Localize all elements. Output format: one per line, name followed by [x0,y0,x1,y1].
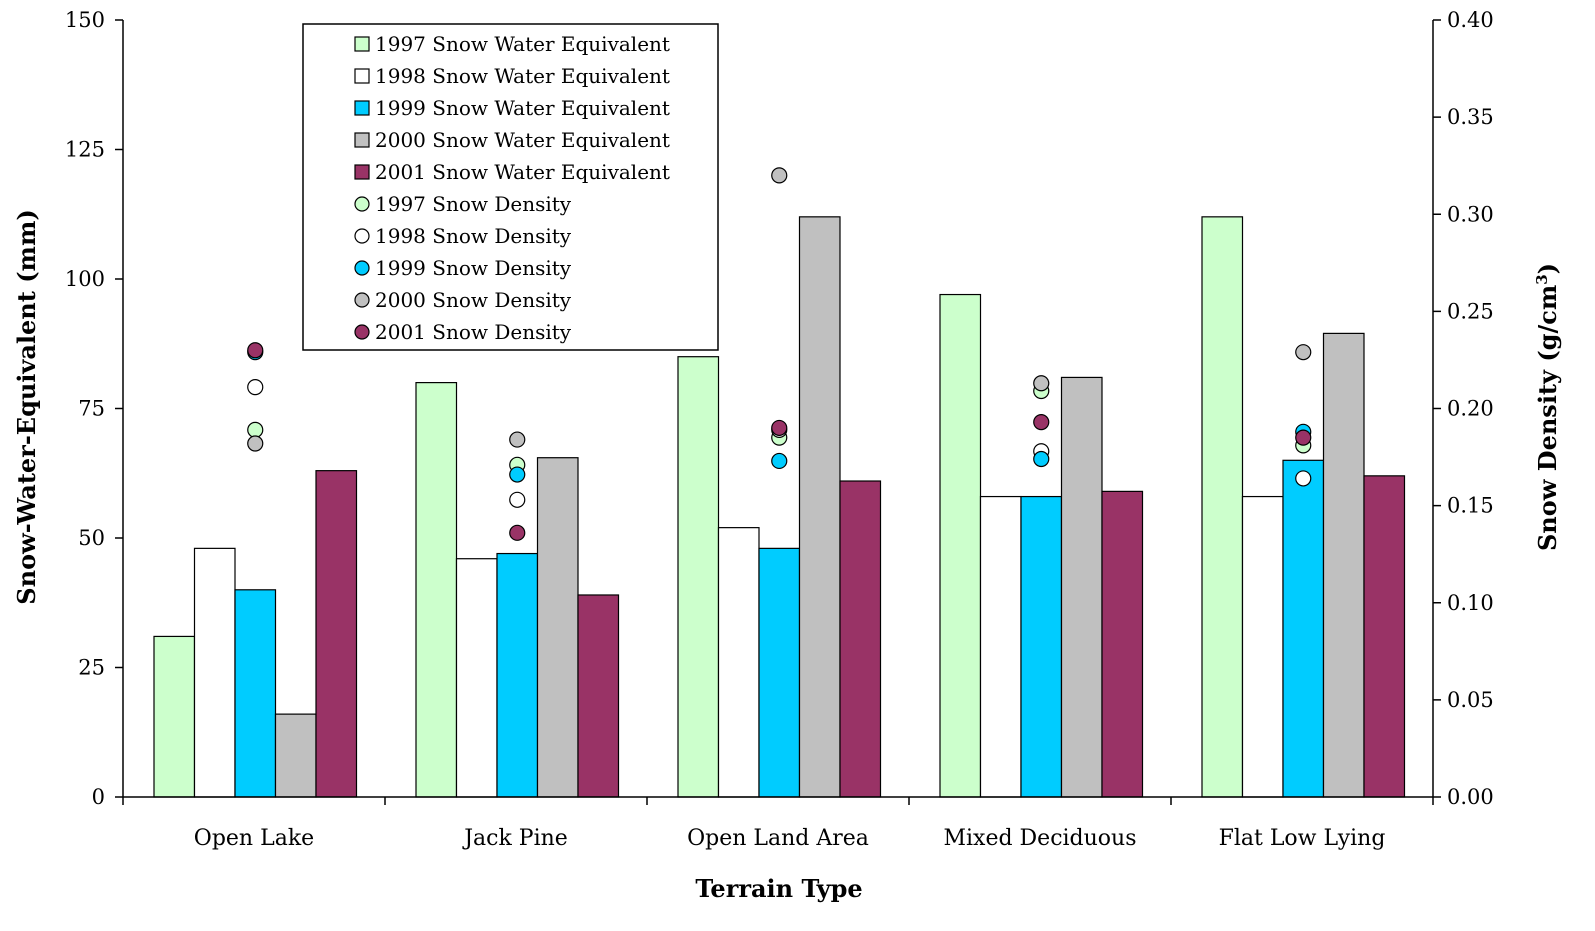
legend-swatch [354,164,370,180]
y2-axis-title-sup: 3 [1533,274,1551,284]
bar [153,635,196,798]
legend-box [302,23,719,351]
y2-tick-label: 0.40 [1447,8,1494,32]
x-tick-label: Jack Pine [462,826,568,851]
density-point [247,342,264,359]
y-tick-label: 50 [78,526,105,550]
legend-marker [354,196,370,212]
density-point [1295,344,1312,361]
x-axis-title: Terrain Type [695,874,862,903]
legend-label: 1997 Snow Density [375,192,572,216]
bar [577,594,620,798]
y2-tick-label: 0.25 [1447,299,1494,323]
y-tick-label: 0 [92,785,105,809]
x-tick-label: Mixed Deciduous [943,826,1136,851]
bar [1101,490,1144,798]
bar [979,495,1022,798]
bar [1020,495,1063,798]
y2-tick-label: 0.10 [1447,591,1494,615]
y2-tick-label: 0.30 [1447,202,1494,226]
density-point [1295,429,1312,446]
y2-tick-label: 0.05 [1447,688,1494,712]
y2-tick-label: 0.35 [1447,105,1494,129]
legend-label: 2001 Snow Water Equivalent [375,160,670,184]
legend-label: 2001 Snow Density [375,320,572,344]
bar [1363,475,1406,798]
legend-label: 2000 Snow Density [375,288,572,312]
y2-tick-label: 0.00 [1447,785,1494,809]
x-tick-label: Open Land Area [687,826,869,851]
density-point [247,379,264,396]
legend-swatch [354,36,370,52]
bar [455,558,498,798]
y2-tick-label: 0.15 [1447,494,1494,518]
density-point [1033,450,1050,468]
bar [274,713,317,798]
bar [1060,376,1103,798]
bar [496,552,539,798]
density-point [771,167,788,184]
bar [415,382,458,798]
bars-layer [153,216,1406,798]
y2-axis-title-end: ) [1533,263,1562,274]
legend-label: 1998 Snow Density [375,224,572,248]
legend-label: 1998 Snow Water Equivalent [375,64,670,88]
y-tick-label: 150 [65,8,105,32]
points-layer [247,167,1312,541]
y-tick-label: 75 [78,397,105,421]
y-tick-label: 25 [78,656,105,680]
bar [717,527,760,798]
bar [1282,459,1325,798]
y2-tick-label: 0.20 [1447,397,1494,421]
bar [315,470,358,798]
legend-swatch [354,68,370,84]
bar [939,293,982,798]
legend-label: 1997 Snow Water Equivalent [375,32,670,56]
y-tick-label: 100 [65,267,105,291]
bar [1241,495,1284,798]
x-tick-label: Flat Low Lying [1219,826,1386,851]
legend-marker [354,324,370,340]
bar [839,480,882,798]
legend-marker [354,228,370,244]
y-axis-title: Snow-Water-Equivalent (mm) [12,209,41,604]
bar [677,356,720,798]
y2-axis-title: Snow Density (g/cm3) [1533,263,1562,551]
legend: 1997 Snow Water Equivalent 1998 Snow Wate… [302,23,719,351]
density-point [1033,375,1050,392]
density-point [509,524,526,541]
legend-marker [354,260,370,276]
axes-layer: 0 25 50 75 100 125 150 0.00 0.05 0.10 0.15 0.20 0.25… [65,8,1494,851]
density-point [1295,470,1312,487]
bar [193,547,236,798]
legend-label: 1999 Snow Density [375,256,572,280]
legend-marker [354,292,370,308]
x-tick-label: Open Lake [194,826,314,851]
y2-axis-title-main: Snow Density (g/cm [1533,285,1562,551]
density-point [771,452,788,470]
bar [1201,216,1244,798]
density-point [509,466,526,483]
density-point [1033,413,1050,431]
density-point [247,421,264,438]
density-point [509,491,526,508]
bar [758,547,801,798]
legend-label: 1999 Snow Water Equivalent [375,96,670,120]
legend-label: 2000 Snow Water Equivalent [375,128,670,152]
density-point [247,435,264,452]
bar [536,457,579,798]
legend-swatch [354,100,370,116]
density-point [771,419,788,437]
bar [1322,332,1365,798]
legend-swatch [354,132,370,148]
density-point [509,431,526,448]
bar [798,216,841,798]
y-tick-label: 125 [65,138,105,162]
bar [234,589,277,798]
